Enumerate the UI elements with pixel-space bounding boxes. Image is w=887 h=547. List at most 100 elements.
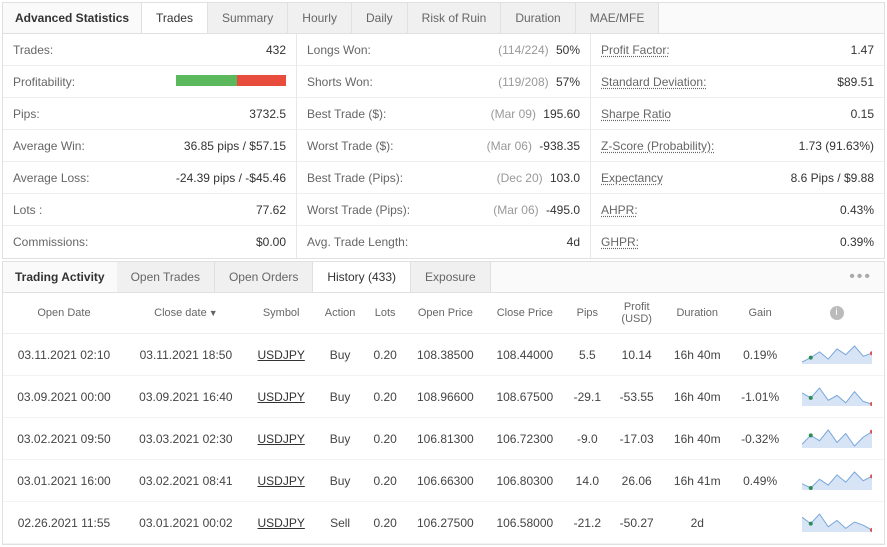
stat-row: Pips: 3732.5 [3, 98, 296, 130]
symbol-link[interactable]: USDJPY [247, 460, 316, 502]
stat-value: (Mar 09) 195.60 [491, 107, 580, 121]
stat-value: 1.73 (91.63%) [799, 139, 874, 153]
stat-label: Z-Score (Probability): [601, 139, 714, 153]
stat-label: Trades: [13, 43, 53, 57]
tab-daily[interactable]: Daily [352, 3, 408, 33]
stat-value: 3732.5 [249, 107, 286, 121]
tab-history-433-[interactable]: History (433) [313, 262, 411, 292]
col-header[interactable]: Action [315, 293, 364, 334]
stat-value: $0.00 [256, 235, 286, 249]
stat-row: Longs Won: (114/224) 50% [297, 34, 590, 66]
stat-row: Shorts Won: (119/208) 57% [297, 66, 590, 98]
stat-label: Best Trade ($): [307, 107, 386, 121]
sparkline [789, 460, 884, 502]
stat-label: Profitability: [13, 75, 75, 89]
tab-risk-of-ruin[interactable]: Risk of Ruin [408, 3, 502, 33]
col-header[interactable]: Duration [663, 293, 731, 334]
col-header[interactable]: Close Price [485, 293, 564, 334]
stat-row: Standard Deviation: $89.51 [591, 66, 884, 98]
stat-row: Sharpe Ratio0.15 [591, 98, 884, 130]
stats-grid: Trades: 432 Profitability: Pips: 3732.5 Avera… [3, 34, 884, 258]
stat-label: Expectancy [601, 171, 663, 185]
stat-label: GHPR: [601, 235, 639, 249]
symbol-link[interactable]: USDJPY [247, 502, 316, 544]
table-row[interactable]: 02.26.2021 11:5503.01.2021 00:02USDJPYSe… [3, 502, 884, 544]
stat-row: Profit Factor: 1.47 [591, 34, 884, 66]
stat-value: (119/208) 57% [498, 75, 580, 89]
stat-label: AHPR: [601, 203, 638, 217]
col-header[interactable]: Symbol [247, 293, 316, 334]
more-icon[interactable]: ••• [837, 268, 884, 286]
stat-value: 432 [266, 43, 286, 57]
col-header[interactable]: Gain [731, 293, 789, 334]
col-header[interactable]: i [789, 293, 884, 334]
stat-row: Worst Trade (Pips):(Mar 06) -495.0 [297, 194, 590, 226]
tab-trades[interactable]: Trades [142, 3, 208, 33]
tab-summary[interactable]: Summary [208, 3, 288, 33]
stat-row: Best Trade (Pips):(Dec 20) 103.0 [297, 162, 590, 194]
col-header[interactable]: Lots [365, 293, 406, 334]
stat-label: Lots : [13, 203, 42, 217]
tab-open-orders[interactable]: Open Orders [215, 262, 313, 292]
table-row[interactable]: 03.01.2021 16:0003.02.2021 08:41USDJPYBu… [3, 460, 884, 502]
stat-label: Average Loss: [13, 171, 90, 185]
stat-value: 0.43% [840, 203, 874, 217]
stat-row: Avg. Trade Length: 4d [297, 226, 590, 258]
activity-tabs: Trading Activity Open TradesOpen OrdersH… [3, 262, 884, 293]
symbol-link[interactable]: USDJPY [247, 418, 316, 460]
stat-label: Standard Deviation: [601, 75, 706, 89]
stat-row: Worst Trade ($):(Mar 06) -938.35 [297, 130, 590, 162]
stat-value: 0.39% [840, 235, 874, 249]
stat-row: Z-Score (Probability): 1.73 (91.63%) [591, 130, 884, 162]
col-header[interactable]: Profit(USD) [610, 293, 663, 334]
tab-duration[interactable]: Duration [501, 3, 575, 33]
tab-open-trades[interactable]: Open Trades [117, 262, 215, 292]
stats-title: Advanced Statistics [3, 3, 142, 33]
stat-value: -24.39 pips / -$45.46 [176, 171, 286, 185]
stat-label: Avg. Trade Length: [307, 235, 408, 249]
trading-activity-panel: Trading Activity Open TradesOpen OrdersH… [2, 261, 885, 545]
advanced-statistics-panel: Advanced Statistics TradesSummaryHourlyD… [2, 2, 885, 259]
col-header[interactable]: Pips [565, 293, 611, 334]
stat-value: 4d [567, 235, 580, 249]
stat-value: $89.51 [837, 75, 874, 89]
stat-row: GHPR: 0.39% [591, 226, 884, 258]
table-row[interactable]: 03.11.2021 02:1003.11.2021 18:50USDJPYBu… [3, 334, 884, 376]
stat-value: 77.62 [256, 203, 286, 217]
table-row[interactable]: 03.09.2021 00:0003.09.2021 16:40USDJPYBu… [3, 376, 884, 418]
stat-row: AHPR: 0.43% [591, 194, 884, 226]
col-header[interactable]: Open Date [3, 293, 125, 334]
tab-mae-mfe[interactable]: MAE/MFE [576, 3, 660, 33]
stat-label: Commissions: [13, 235, 88, 249]
sparkline [789, 418, 884, 460]
tab-hourly[interactable]: Hourly [288, 3, 352, 33]
stat-label: Shorts Won: [307, 75, 373, 89]
col-header[interactable]: Close date▼ [125, 293, 247, 334]
stat-label: Profit Factor: [601, 43, 670, 57]
stat-value: 0.15 [851, 107, 874, 121]
stat-label: Worst Trade ($): [307, 139, 393, 153]
stat-label: Worst Trade (Pips): [307, 203, 410, 217]
col-header[interactable]: Open Price [406, 293, 485, 334]
stat-row: Profitability: [3, 66, 296, 98]
stat-row: Average Win: 36.85 pips / $57.15 [3, 130, 296, 162]
stat-value: 1.47 [851, 43, 874, 57]
symbol-link[interactable]: USDJPY [247, 376, 316, 418]
symbol-link[interactable]: USDJPY [247, 334, 316, 376]
stat-row: Trades: 432 [3, 34, 296, 66]
stat-value: (114/224) 50% [498, 43, 580, 57]
info-icon[interactable]: i [830, 306, 844, 320]
stat-label: Average Win: [13, 139, 85, 153]
tab-exposure[interactable]: Exposure [411, 262, 491, 292]
stat-row: Expectancy 8.6 Pips / $9.88 [591, 162, 884, 194]
stat-value: 36.85 pips / $57.15 [184, 139, 286, 153]
stat-row: Lots : 77.62 [3, 194, 296, 226]
history-table: Open DateClose date▼SymbolActionLotsOpen… [3, 293, 884, 544]
stat-label: Longs Won: [307, 43, 371, 57]
stat-label: Pips: [13, 107, 40, 121]
stat-value: 8.6 Pips / $9.88 [791, 171, 874, 185]
stat-value: (Dec 20) 103.0 [497, 171, 580, 185]
table-row[interactable]: 03.02.2021 09:5003.03.2021 02:30USDJPYBu… [3, 418, 884, 460]
activity-title: Trading Activity [3, 262, 117, 292]
sparkline [789, 376, 884, 418]
